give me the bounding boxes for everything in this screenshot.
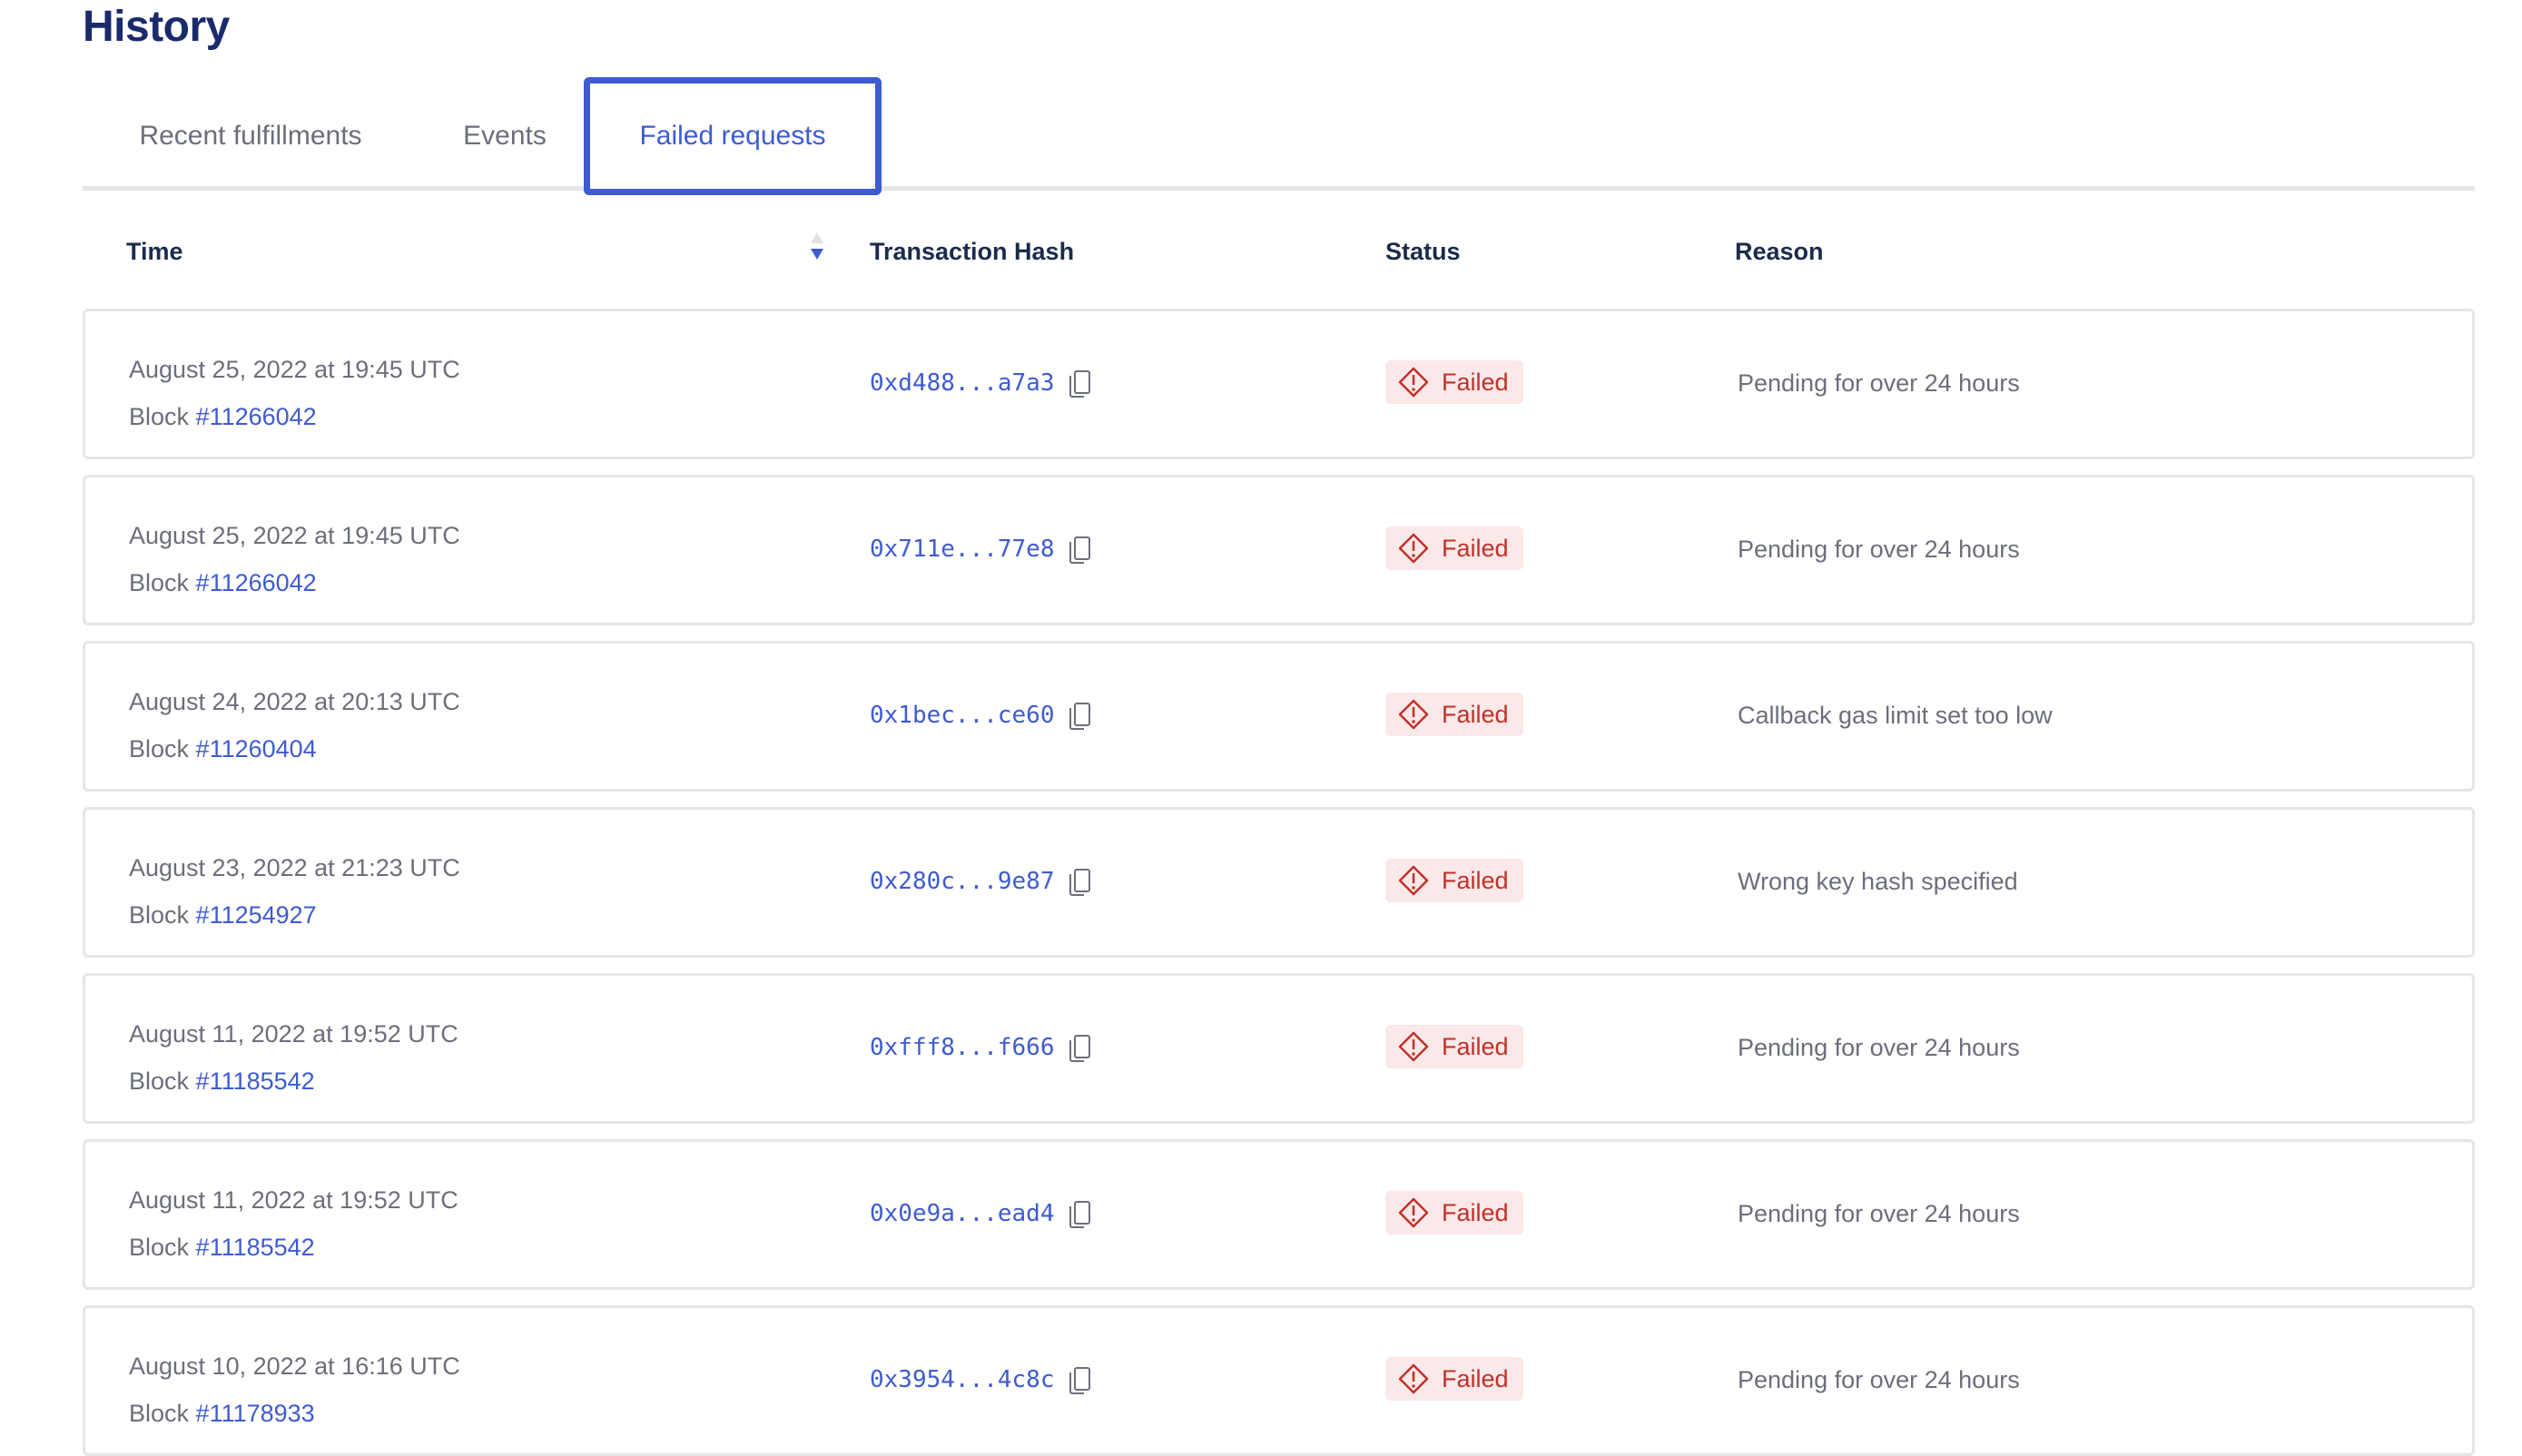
failure-reason: Wrong key hash specified bbox=[1738, 868, 2018, 895]
status-badge: Failed bbox=[1385, 360, 1523, 404]
request-time: August 11, 2022 at 19:52 UTC bbox=[129, 1020, 458, 1048]
warning-diamond-icon bbox=[1398, 1363, 1429, 1394]
status-badge: Failed bbox=[1385, 693, 1523, 736]
transaction-hash-link[interactable]: 0xd488...a7a3 bbox=[870, 369, 1055, 397]
tab-bar: Recent fulfillments Events Failed reques… bbox=[83, 77, 2475, 195]
transaction-hash-link[interactable]: 0x711e...77e8 bbox=[870, 536, 1055, 563]
block-info: Block #11266042 bbox=[129, 393, 460, 440]
status-text: Failed bbox=[1442, 1364, 1509, 1392]
table-row: August 11, 2022 at 19:52 UTC Block #1118… bbox=[83, 973, 2475, 1124]
failure-reason: Pending for over 24 hours bbox=[1738, 1034, 2020, 1061]
request-time: August 24, 2022 at 20:13 UTC bbox=[129, 688, 460, 715]
block-link[interactable]: #11254927 bbox=[195, 901, 317, 929]
block-label: Block bbox=[129, 403, 190, 430]
block-info: Block #11254927 bbox=[129, 891, 460, 939]
sort-toggle-icon[interactable] bbox=[808, 232, 826, 265]
copy-icon[interactable] bbox=[1069, 536, 1090, 564]
status-badge: Failed bbox=[1385, 1025, 1523, 1068]
copy-icon[interactable] bbox=[1069, 1035, 1090, 1062]
table-row: August 23, 2022 at 21:23 UTC Block #1125… bbox=[83, 807, 2475, 958]
block-link[interactable]: #11266042 bbox=[195, 403, 317, 430]
table-row: August 11, 2022 at 19:52 UTC Block #1118… bbox=[83, 1139, 2475, 1290]
warning-diamond-icon bbox=[1398, 1197, 1429, 1228]
failure-reason: Callback gas limit set too low bbox=[1738, 702, 2053, 729]
request-time: August 11, 2022 at 19:52 UTC bbox=[129, 1186, 458, 1214]
block-label: Block bbox=[129, 735, 190, 762]
failure-reason: Pending for over 24 hours bbox=[1738, 1200, 2020, 1227]
block-label: Block bbox=[129, 1234, 190, 1261]
block-info: Block #11266042 bbox=[129, 559, 460, 606]
copy-icon[interactable] bbox=[1069, 703, 1090, 730]
table-row: August 10, 2022 at 16:16 UTC Block #1117… bbox=[83, 1305, 2475, 1456]
column-header-transaction-hash: Transaction Hash bbox=[870, 238, 1075, 265]
block-label: Block bbox=[129, 901, 190, 929]
copy-icon[interactable] bbox=[1069, 1201, 1090, 1228]
block-label: Block bbox=[129, 569, 190, 596]
block-link[interactable]: #11185542 bbox=[195, 1067, 315, 1095]
transaction-hash-link[interactable]: 0x0e9a...ead4 bbox=[870, 1200, 1055, 1227]
status-text: Failed bbox=[1442, 534, 1509, 562]
warning-diamond-icon bbox=[1398, 533, 1429, 564]
table-row: August 25, 2022 at 19:45 UTC Block #1126… bbox=[83, 475, 2475, 625]
block-info: Block #11178933 bbox=[129, 1390, 460, 1437]
copy-icon[interactable] bbox=[1069, 869, 1090, 896]
status-badge: Failed bbox=[1385, 859, 1523, 902]
request-time: August 25, 2022 at 19:45 UTC bbox=[129, 356, 460, 383]
warning-diamond-icon bbox=[1398, 699, 1429, 730]
block-link[interactable]: #11266042 bbox=[195, 569, 317, 596]
tab-events[interactable]: Events bbox=[463, 121, 547, 151]
block-info: Block #11185542 bbox=[129, 1224, 458, 1271]
failure-reason: Pending for over 24 hours bbox=[1738, 369, 2020, 397]
copy-icon[interactable] bbox=[1069, 1367, 1090, 1394]
column-header-status: Status bbox=[1385, 238, 1461, 265]
table-row: August 24, 2022 at 20:13 UTC Block #1126… bbox=[83, 641, 2475, 792]
column-header-time[interactable]: Time bbox=[126, 238, 183, 265]
block-info: Block #11260404 bbox=[129, 725, 460, 772]
block-link[interactable]: #11178933 bbox=[195, 1400, 315, 1427]
block-label: Block bbox=[129, 1067, 190, 1095]
tab-recent-fulfillments[interactable]: Recent fulfillments bbox=[139, 121, 362, 151]
transaction-hash-link[interactable]: 0x1bec...ce60 bbox=[870, 702, 1055, 729]
block-info: Block #11185542 bbox=[129, 1058, 458, 1105]
request-time: August 25, 2022 at 19:45 UTC bbox=[129, 522, 460, 549]
status-badge: Failed bbox=[1385, 1191, 1523, 1235]
copy-icon[interactable] bbox=[1069, 370, 1090, 398]
transaction-hash-link[interactable]: 0xfff8...f666 bbox=[870, 1034, 1055, 1061]
table-header: Time Transaction Hash Status Reason bbox=[0, 232, 2522, 274]
transaction-hash-link[interactable]: 0x3954...4c8c bbox=[870, 1366, 1055, 1393]
block-link[interactable]: #11185542 bbox=[195, 1234, 315, 1261]
failure-reason: Pending for over 24 hours bbox=[1738, 1366, 2020, 1393]
failure-reason: Pending for over 24 hours bbox=[1738, 536, 2020, 563]
warning-diamond-icon bbox=[1398, 367, 1429, 398]
request-time: August 23, 2022 at 21:23 UTC bbox=[129, 854, 460, 881]
tab-failed-requests[interactable]: Failed requests bbox=[584, 77, 882, 195]
status-text: Failed bbox=[1442, 368, 1509, 396]
warning-diamond-icon bbox=[1398, 1031, 1429, 1062]
page-title: History bbox=[83, 3, 230, 51]
status-text: Failed bbox=[1442, 1198, 1509, 1226]
table-row: August 25, 2022 at 19:45 UTC Block #1126… bbox=[83, 309, 2475, 459]
status-text: Failed bbox=[1442, 866, 1509, 894]
status-badge: Failed bbox=[1385, 526, 1523, 570]
column-header-reason: Reason bbox=[1735, 238, 1824, 265]
status-text: Failed bbox=[1442, 700, 1509, 728]
transaction-hash-link[interactable]: 0x280c...9e87 bbox=[870, 868, 1055, 895]
status-badge: Failed bbox=[1385, 1357, 1523, 1401]
block-label: Block bbox=[129, 1400, 190, 1427]
block-link[interactable]: #11260404 bbox=[195, 735, 317, 762]
warning-diamond-icon bbox=[1398, 865, 1429, 896]
status-text: Failed bbox=[1442, 1032, 1509, 1060]
request-time: August 10, 2022 at 16:16 UTC bbox=[129, 1353, 460, 1380]
